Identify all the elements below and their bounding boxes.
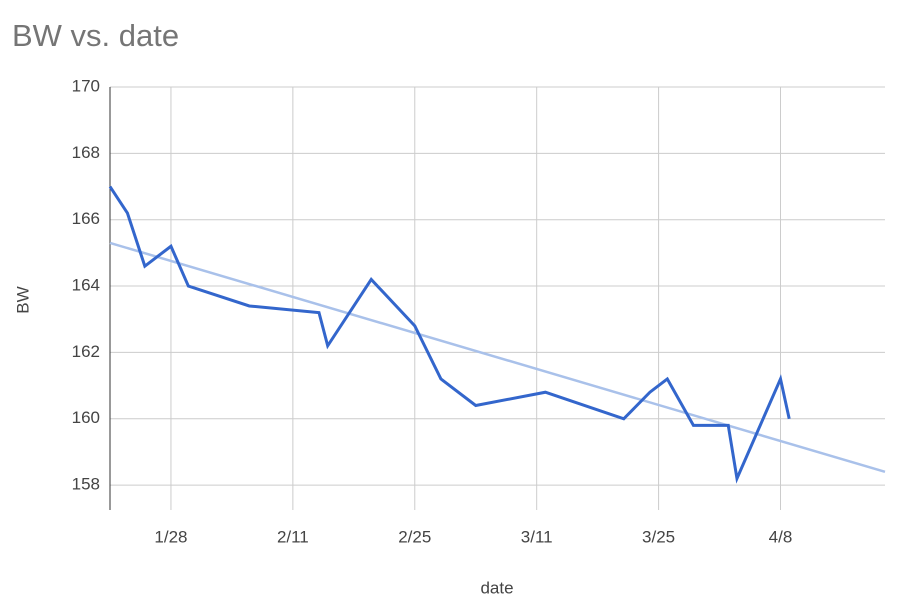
y-axis-label: BW (13, 286, 32, 313)
trendline (109, 241, 886, 474)
chart-title: BW vs. date (12, 18, 179, 53)
x-axis-label: date (480, 578, 513, 597)
y-tick-label: 168 (72, 143, 100, 162)
x-tick-label: 3/25 (642, 527, 675, 546)
y-tick-label: 166 (72, 209, 100, 228)
x-tick-label: 2/25 (398, 527, 431, 546)
x-tick-label: 4/8 (769, 527, 793, 546)
x-tick-label: 3/11 (521, 527, 553, 546)
y-tick-label: 164 (72, 276, 100, 295)
y-tick-label: 158 (72, 475, 100, 494)
y-tick-label: 162 (72, 342, 100, 361)
x-tick-label: 1/28 (154, 527, 187, 546)
y-tick-label: 170 (72, 76, 100, 95)
y-tick-label: 160 (72, 408, 100, 427)
x-tick-label: 2/11 (277, 527, 309, 546)
data-line (108, 185, 791, 484)
